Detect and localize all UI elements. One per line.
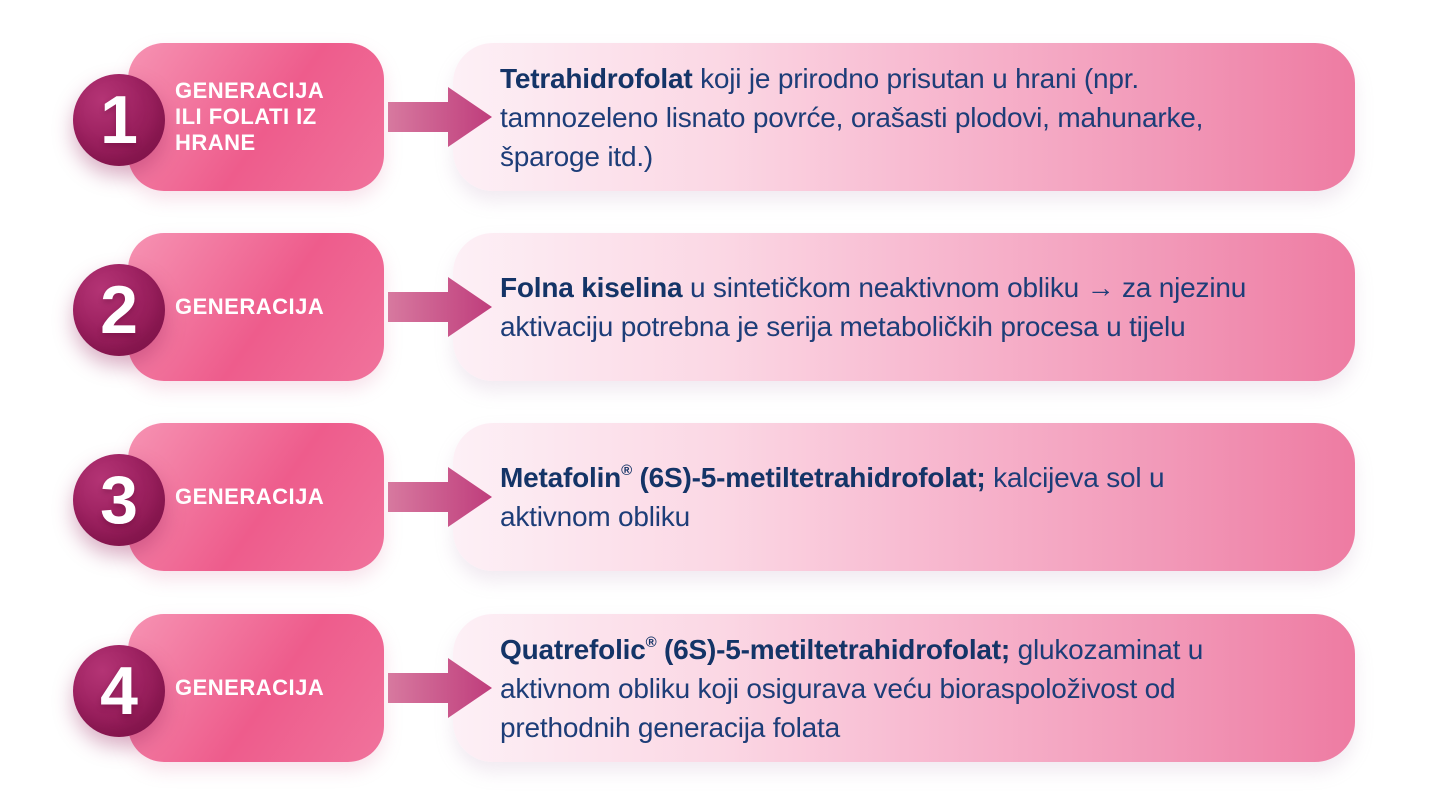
generation-label-4: GENERACIJA: [175, 675, 325, 700]
description-bold-3: Metafolin: [500, 462, 622, 493]
step-number-3: 3: [100, 462, 138, 538]
description-rest-4: glukozaminat u aktivnom obliku koji osig…: [500, 633, 1204, 743]
step-number-1: 1: [100, 82, 138, 158]
generation-label-1: GENERACIJA ILI FOLATI IZ HRANE: [175, 78, 325, 155]
description-bold-1: Tetrahidrofolat: [500, 62, 693, 94]
description-text-1: Tetrahidrofolat koji je prirodno prisuta…: [453, 59, 1221, 176]
generation-label-box-2: GENERACIJA: [128, 233, 384, 381]
generation-label-box-3: GENERACIJA: [128, 423, 384, 571]
right-arrow-icon-1: [388, 87, 492, 147]
description-bold-4: Quatrefolic: [500, 633, 646, 665]
generation-label-box-4: GENERACIJA: [128, 614, 384, 762]
description-box-1: Tetrahidrofolat koji je prirodno prisuta…: [453, 43, 1355, 191]
generation-label-2: GENERACIJA: [175, 294, 325, 319]
generation-label-3: GENERACIJA: [175, 484, 325, 509]
description-box-3: Metafolin® (6S)-5-metiltetrahidrofolat; …: [453, 423, 1355, 571]
right-arrow-icon-2: [388, 277, 492, 337]
description-rest-3: kalcijeva sol u aktivnom obliku: [500, 462, 1165, 532]
description-rest-1: koji je prirodno prisutan u hrani (npr. …: [500, 62, 1204, 172]
description-bold-post-3: (6S)-5-metiltetrahidrofolat;: [631, 462, 986, 493]
step-number-badge-4: 4: [73, 645, 165, 737]
generation-row-3: GENERACIJA 3 Metafolin® (6S)-5-metiltetr…: [0, 423, 1440, 571]
right-arrow-icon-4: [388, 658, 492, 718]
step-number-badge-2: 2: [73, 264, 165, 356]
registered-mark-icon-3: ®: [621, 462, 632, 479]
description-box-2: Folna kiselina u sintetičkom neaktivnom …: [453, 233, 1355, 381]
step-number-badge-3: 3: [73, 454, 165, 546]
description-rest-2: u sintetičkom neaktivnom obliku → za nje…: [500, 272, 1247, 342]
generation-row-2: GENERACIJA 2 Folna kiselina u sintetičko…: [0, 233, 1440, 381]
right-arrow-icon-3: [388, 467, 492, 527]
step-number-badge-1: 1: [73, 74, 165, 166]
description-text-2: Folna kiselina u sintetičkom neaktivnom …: [453, 268, 1264, 346]
description-bold-post-4: (6S)-5-metiltetrahidrofolat;: [656, 633, 1011, 665]
generation-label-box-1: GENERACIJA ILI FOLATI IZ HRANE: [128, 43, 384, 191]
description-text-3: Metafolin® (6S)-5-metiltetrahidrofolat; …: [453, 458, 1182, 536]
step-number-2: 2: [100, 272, 138, 348]
generation-row-4: GENERACIJA 4 Quatrefolic® (6S)-5-metilte…: [0, 614, 1440, 762]
step-number-4: 4: [100, 653, 138, 729]
generation-row-1: GENERACIJA ILI FOLATI IZ HRANE 1 Tetrahi…: [0, 43, 1440, 191]
description-box-4: Quatrefolic® (6S)-5-metiltetrahidrofolat…: [453, 614, 1355, 762]
registered-mark-icon-4: ®: [645, 633, 657, 651]
description-text-4: Quatrefolic® (6S)-5-metiltetrahidrofolat…: [453, 630, 1221, 747]
description-bold-2: Folna kiselina: [500, 272, 683, 303]
